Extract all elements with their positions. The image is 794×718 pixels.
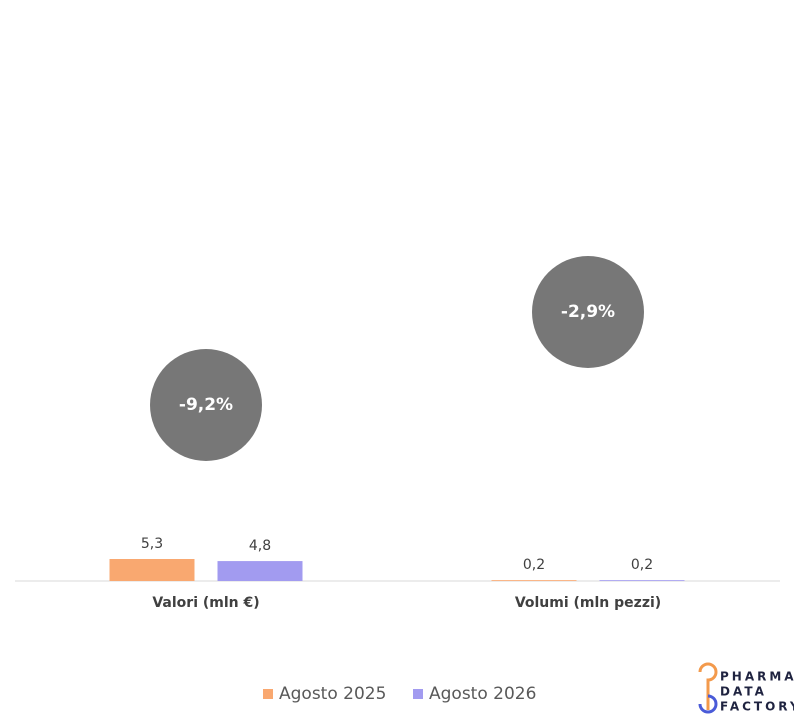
logo-text: PHARMA: [720, 670, 794, 684]
logo-text: DATA: [720, 685, 767, 699]
value-label: 4,8: [249, 538, 271, 554]
bar: [491, 580, 577, 581]
bar: [217, 561, 303, 581]
bar: [109, 559, 195, 581]
value-label: 5,3: [141, 536, 163, 552]
legend-swatch: [413, 689, 423, 699]
legend-swatch: [263, 689, 273, 699]
annotation: -9,2%: [179, 395, 233, 415]
legend-label: Agosto 2026: [429, 684, 536, 704]
bar: [599, 580, 685, 581]
logo-icon: [698, 662, 718, 710]
annotation-bubble: [532, 256, 644, 368]
legend-label: Agosto 2025: [279, 684, 386, 704]
value-label: 0,2: [631, 557, 653, 573]
annotation-bubble: [150, 349, 262, 461]
annotation: -2,9%: [561, 302, 615, 322]
x-tick-label: Volumi (mln pezzi): [515, 595, 661, 611]
logo: PHARMA DATA FACTORY: [698, 662, 794, 714]
x-tick-label: Valori (mln €): [152, 595, 259, 611]
logo-icon: [698, 694, 718, 714]
logo-text: FACTORY: [720, 700, 794, 714]
value-label: 0,2: [523, 557, 545, 573]
